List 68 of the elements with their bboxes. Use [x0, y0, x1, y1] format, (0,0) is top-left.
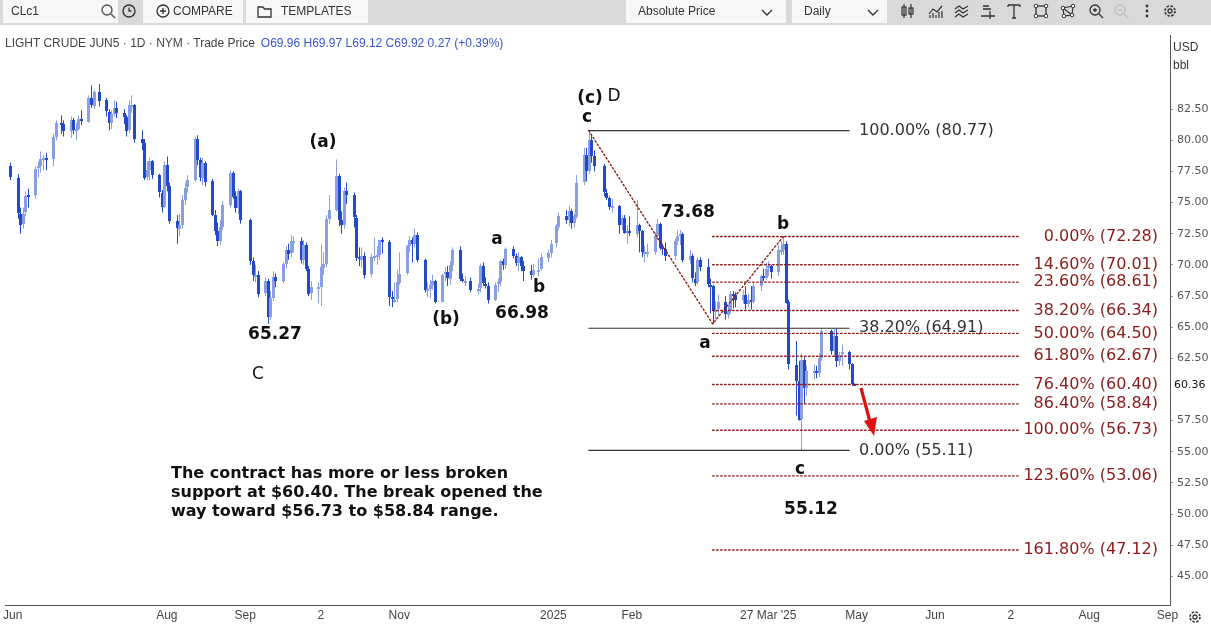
annotation: b [776, 213, 790, 233]
chart-title: LIGHT CRUDE JUN5 · 1D · NYM · Trade Price [5, 36, 255, 50]
x-tick-label: Sep [1156, 607, 1179, 622]
y-tick-label: 67.50 [1177, 288, 1209, 302]
x-tick-label: 2 [1007, 607, 1015, 622]
series-label: 123.60% (53.06) [1023, 465, 1158, 485]
y-tick-label: 55.00 [1177, 444, 1209, 458]
x-tick-label: May [845, 607, 868, 622]
y-tick-label: 70.00 [1177, 257, 1209, 271]
x-tick-label: Nov [388, 607, 410, 622]
x-tick-label: Aug [156, 607, 178, 622]
x-tick-label: 2025 [540, 607, 568, 622]
x-tick-label: Jun [925, 607, 945, 622]
x-tick-label: Jun [2, 607, 23, 622]
y-tick-label: 65.00 [1177, 320, 1209, 334]
text: bbl [1173, 58, 1190, 72]
text: Absolute Price [626, 0, 786, 23]
text: TEMPLATES [246, 0, 368, 23]
series-label: 100.00% (56.73) [1023, 419, 1158, 439]
annotation: 73.68 [661, 201, 715, 221]
annotation: (c) [577, 87, 603, 107]
x-tick-label: 27 Mar '25 [740, 607, 797, 622]
annotation: (b) [432, 308, 460, 328]
series-label: 38.20% (66.34) [1033, 299, 1158, 319]
text: COMPARE [143, 0, 243, 23]
series-label: 50.00% (64.50) [1033, 322, 1158, 342]
annotation: 55.12 [784, 498, 838, 518]
annotation: C [252, 363, 264, 383]
x-tick-label: Feb [621, 607, 643, 622]
y-tick-label: 77.50 [1177, 164, 1209, 178]
y-tick-label: 50.00 [1177, 506, 1209, 520]
series-label: 14.60% (70.01) [1033, 253, 1158, 273]
annotation: a [699, 332, 711, 352]
y-tick-label: 75.00 [1177, 195, 1209, 209]
y-tick-label: 57.50 [1177, 413, 1209, 427]
y-tick-label: 62.50 [1177, 351, 1209, 365]
x-tick-label: Aug [1078, 607, 1100, 622]
text: CLc1 [3, 0, 118, 23]
y-tick-label: 82.50 [1177, 101, 1209, 115]
annotation: c [794, 458, 806, 478]
annotation: c [581, 106, 593, 126]
series-label: 76.40% (60.40) [1033, 373, 1158, 393]
y-tick-label: 72.50 [1177, 226, 1209, 240]
series-label: 23.60% (68.61) [1033, 271, 1158, 291]
annotation: (a) [309, 131, 337, 151]
series-label: 0.00% (55.11) [859, 439, 974, 459]
text: Daily [792, 0, 887, 23]
y-tick-label: 80.00 [1177, 133, 1209, 147]
series-label: 86.40% (58.84) [1033, 393, 1158, 413]
y-tick-label: 52.50 [1177, 475, 1209, 489]
annotation: D [607, 85, 621, 105]
annotation: 60.36 [1174, 377, 1206, 391]
annotation: The contract has more or less broken support at $60.40. The break opened the way toward $56.73 to $58.84 range. [171, 463, 544, 520]
annotation: 66.98 [495, 302, 549, 322]
annotation: a [491, 228, 503, 248]
y-tick-label: 47.50 [1177, 538, 1209, 552]
series-label: 61.80% (62.67) [1033, 345, 1158, 365]
x-tick-label: 2 [317, 607, 325, 622]
annotation: b [532, 276, 546, 296]
y-tick-label: 45.00 [1177, 569, 1209, 583]
annotation: 65.27 [248, 323, 302, 343]
x-tick-label: Sep [234, 607, 257, 622]
series-label: 161.80% (47.12) [1023, 539, 1158, 559]
text: USD [1173, 40, 1199, 54]
series-label: 100.00% (80.77) [859, 119, 994, 139]
chart-subtitle: O69.96 H69.97 L69.12 C69.92 0.27 (+0.39%) [260, 36, 504, 50]
series-label: 38.20% (64.91) [859, 317, 984, 337]
series-label: 0.00% (72.28) [1043, 225, 1158, 245]
